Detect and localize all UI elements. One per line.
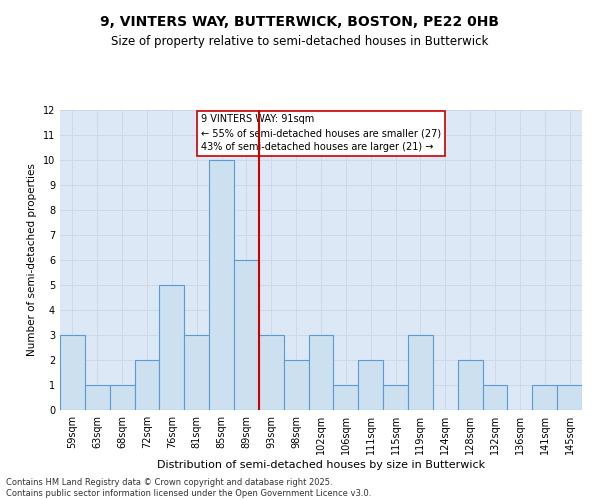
Text: 9 VINTERS WAY: 91sqm
← 55% of semi-detached houses are smaller (27)
43% of semi-: 9 VINTERS WAY: 91sqm ← 55% of semi-detac… xyxy=(201,114,441,152)
Bar xyxy=(209,160,234,410)
Bar xyxy=(458,360,482,410)
Bar xyxy=(482,385,508,410)
Text: 9, VINTERS WAY, BUTTERWICK, BOSTON, PE22 0HB: 9, VINTERS WAY, BUTTERWICK, BOSTON, PE22… xyxy=(101,15,499,29)
Text: Contains HM Land Registry data © Crown copyright and database right 2025.
Contai: Contains HM Land Registry data © Crown c… xyxy=(6,478,371,498)
Bar xyxy=(259,335,284,410)
Bar xyxy=(60,335,85,410)
Bar xyxy=(85,385,110,410)
Bar xyxy=(557,385,582,410)
Bar xyxy=(234,260,259,410)
Bar xyxy=(308,335,334,410)
Bar xyxy=(408,335,433,410)
Y-axis label: Number of semi-detached properties: Number of semi-detached properties xyxy=(27,164,37,356)
Bar xyxy=(358,360,383,410)
Bar xyxy=(383,385,408,410)
X-axis label: Distribution of semi-detached houses by size in Butterwick: Distribution of semi-detached houses by … xyxy=(157,460,485,469)
Bar xyxy=(334,385,358,410)
Bar xyxy=(184,335,209,410)
Text: Size of property relative to semi-detached houses in Butterwick: Size of property relative to semi-detach… xyxy=(112,35,488,48)
Bar xyxy=(160,285,184,410)
Bar xyxy=(532,385,557,410)
Bar xyxy=(284,360,308,410)
Bar xyxy=(134,360,160,410)
Bar xyxy=(110,385,134,410)
